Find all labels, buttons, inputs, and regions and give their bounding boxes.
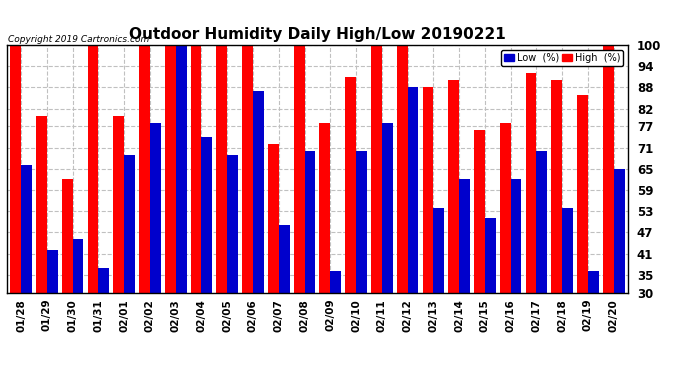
Bar [124, 154, 135, 292]
Bar [448, 80, 459, 292]
Bar [268, 144, 279, 292]
Legend: Low  (%), High  (%): Low (%), High (%) [501, 50, 623, 66]
Bar [165, 45, 176, 292]
Bar [150, 123, 161, 292]
Text: Copyright 2019 Cartronics.com: Copyright 2019 Cartronics.com [8, 35, 149, 44]
Bar [113, 116, 124, 292]
Bar [72, 240, 83, 292]
Bar [279, 225, 290, 292]
Bar [511, 179, 522, 292]
Bar [485, 218, 495, 292]
Bar [356, 151, 367, 292]
Bar [217, 45, 227, 292]
Bar [588, 271, 599, 292]
Bar [562, 208, 573, 292]
Bar [433, 208, 444, 292]
Bar [526, 73, 536, 292]
Bar [227, 154, 238, 292]
Bar [36, 116, 47, 292]
Bar [422, 87, 433, 292]
Bar [21, 165, 32, 292]
Bar [319, 123, 331, 292]
Bar [201, 137, 213, 292]
Bar [536, 151, 547, 292]
Bar [10, 45, 21, 292]
Bar [139, 45, 150, 292]
Bar [176, 45, 186, 292]
Bar [474, 130, 485, 292]
Bar [304, 151, 315, 292]
Bar [62, 179, 72, 292]
Bar [331, 271, 341, 292]
Bar [242, 45, 253, 292]
Bar [500, 123, 511, 292]
Bar [459, 179, 470, 292]
Bar [603, 45, 613, 292]
Bar [577, 94, 588, 292]
Bar [253, 91, 264, 292]
Bar [371, 45, 382, 292]
Title: Outdoor Humidity Daily High/Low 20190221: Outdoor Humidity Daily High/Low 20190221 [129, 27, 506, 42]
Bar [88, 45, 99, 292]
Bar [397, 45, 408, 292]
Bar [345, 77, 356, 292]
Bar [294, 45, 304, 292]
Bar [47, 250, 58, 292]
Bar [408, 87, 418, 292]
Bar [190, 45, 201, 292]
Bar [551, 80, 562, 292]
Bar [613, 169, 624, 292]
Bar [382, 123, 393, 292]
Bar [99, 268, 109, 292]
